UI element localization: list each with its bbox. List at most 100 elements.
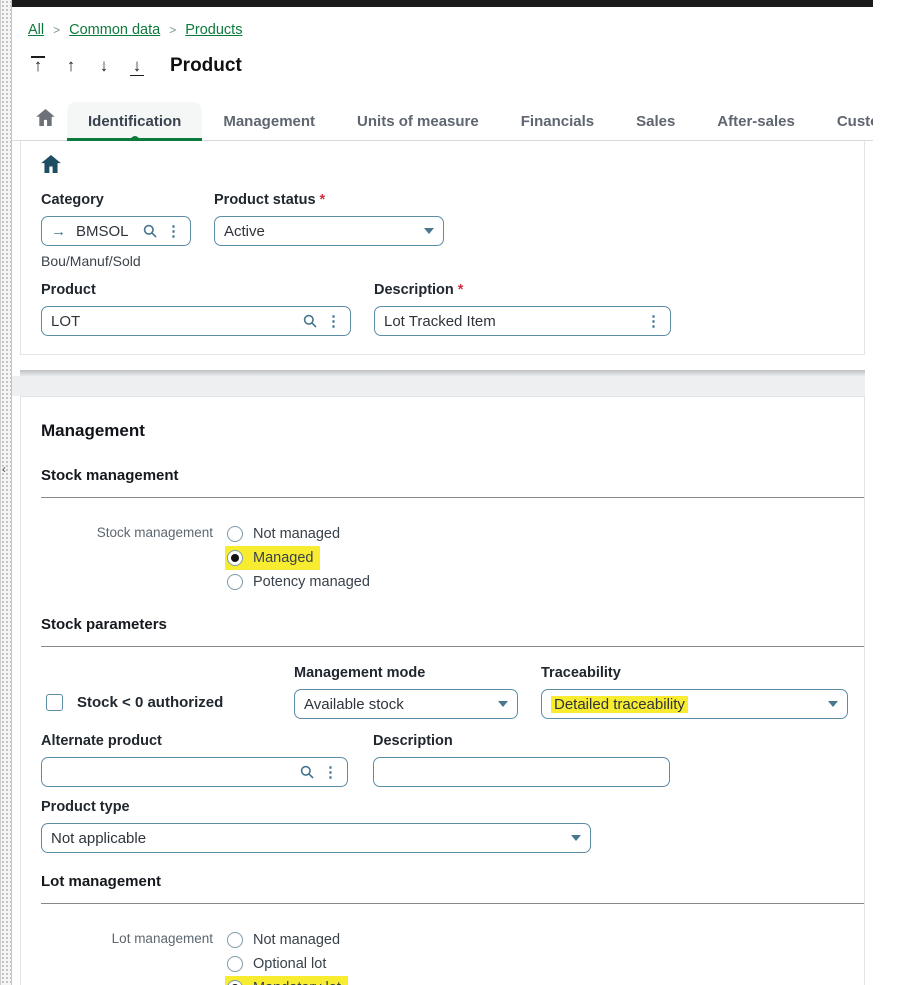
top-accent-bar <box>12 0 873 7</box>
radio-option-not-managed[interactable]: Not managed <box>225 522 347 546</box>
tab-units-of-measure[interactable]: Units of measure <box>357 113 479 130</box>
alternate-product-field-group: Alternate product ⋮ <box>41 733 348 787</box>
collapsed-panel-strip[interactable]: ‹ <box>0 0 12 985</box>
radio-icon[interactable] <box>227 932 243 948</box>
search-icon[interactable] <box>299 764 315 780</box>
description-label-text: Description <box>374 282 454 298</box>
first-record-icon[interactable]: ↑ <box>28 56 48 76</box>
radio-selected-icon[interactable] <box>227 550 243 566</box>
dropdown-caret-icon[interactable] <box>498 701 508 707</box>
tab-after-sales[interactable]: After-sales <box>717 113 795 130</box>
divider <box>41 903 864 904</box>
divider <box>41 646 864 647</box>
dropdown-caret-icon[interactable] <box>571 835 581 841</box>
kebab-menu-icon[interactable]: ⋮ <box>166 223 181 240</box>
lot-management-heading: Lot management <box>41 873 162 890</box>
previous-record-icon[interactable]: ↑ <box>66 56 76 75</box>
tab-financials[interactable]: Financials <box>520 113 595 130</box>
radio-label: Not managed <box>253 526 341 542</box>
stock-management-heading: Stock management <box>41 467 179 484</box>
category-label: Category <box>41 192 104 208</box>
traceability-label: Traceability <box>541 665 621 681</box>
product-status-value: Active <box>224 222 265 240</box>
radio-option-mandatory-lot[interactable]: Mandatory lot <box>225 976 348 985</box>
required-marker: * <box>457 282 464 298</box>
section-spacer <box>20 355 865 370</box>
description-label: Description * <box>374 282 671 298</box>
section-home-icon[interactable] <box>41 155 864 178</box>
management-section: Management Stock management Stock manage… <box>20 396 865 985</box>
search-icon[interactable] <box>302 313 318 329</box>
stock-negative-checkbox[interactable] <box>46 694 63 711</box>
record-navigation: ↑ ↑ ↓ ↓ Product <box>28 55 873 77</box>
kebab-menu-icon[interactable]: ⋮ <box>646 313 661 330</box>
section-gap <box>12 376 865 396</box>
next-record-icon[interactable]: ↓ <box>99 56 109 75</box>
radio-selected-icon[interactable] <box>227 980 243 985</box>
radio-option-potency-managed[interactable]: Potency managed <box>225 570 377 594</box>
lot-management-radio-group: Lot management Not managed Optional lot … <box>41 928 864 985</box>
parameters-description-field-group: Description <box>373 733 670 787</box>
description-input[interactable]: Lot Tracked Item ⋮ <box>374 306 671 336</box>
breadcrumb: All > Common data > Products <box>28 22 873 38</box>
kebab-menu-icon[interactable]: ⋮ <box>323 764 338 781</box>
product-status-field-group: Product status * Active <box>214 192 444 269</box>
product-type-field-group: Product type Not applicable <box>41 799 864 853</box>
traceability-select[interactable]: Detailed traceability <box>541 689 848 719</box>
search-icon[interactable] <box>142 223 158 239</box>
management-mode-value: Available stock <box>304 695 404 713</box>
management-mode-select[interactable]: Available stock <box>294 689 518 719</box>
description-value: Lot Tracked Item <box>384 312 496 330</box>
radio-option-managed[interactable]: Managed <box>225 546 321 570</box>
radio-option-lot-not-managed[interactable]: Not managed <box>225 928 347 952</box>
app-window: All > Common data > Products ↑ ↑ ↓ ↓ Pro… <box>12 0 873 985</box>
category-input[interactable]: → BMSOL ⋮ <box>41 216 191 246</box>
radio-icon[interactable] <box>227 574 243 590</box>
jump-to-arrow-icon[interactable]: → <box>51 222 66 240</box>
tab-sales[interactable]: Sales <box>636 113 676 130</box>
radio-label: Mandatory lot <box>253 980 341 985</box>
lot-management-group-label: Lot management <box>111 931 213 946</box>
category-field-group: Category → BMSOL ⋮ Bou/Manuf/Sold <box>41 192 214 269</box>
page-title: Product <box>170 55 242 76</box>
product-input[interactable]: LOT ⋮ <box>41 306 351 336</box>
radio-label: Managed <box>253 550 314 566</box>
chevron-left-icon[interactable]: ‹ <box>2 462 6 476</box>
traceability-field-group: Traceability Detailed traceability <box>541 665 853 719</box>
tab-customer[interactable]: Customer <box>836 113 873 130</box>
alternate-product-input[interactable]: ⋮ <box>41 757 348 787</box>
stock-negative-field-group: Stock < 0 authorized <box>41 665 294 719</box>
breadcrumb-link-products[interactable]: Products <box>185 22 243 38</box>
breadcrumb-link-all[interactable]: All <box>28 22 45 38</box>
identification-section: Category → BMSOL ⋮ Bou/Manuf/Sold Produc… <box>20 141 865 355</box>
category-value: BMSOL <box>76 222 129 240</box>
horizontal-scrollbar[interactable] <box>20 370 865 376</box>
parameters-description-input[interactable] <box>373 757 670 787</box>
product-value: LOT <box>51 312 81 330</box>
home-tab-icon[interactable] <box>28 109 67 140</box>
kebab-menu-icon[interactable]: ⋮ <box>326 313 341 330</box>
product-label: Product <box>41 282 96 298</box>
radio-option-optional-lot[interactable]: Optional lot <box>225 952 333 976</box>
breadcrumb-link-common-data[interactable]: Common data <box>69 22 161 38</box>
alternate-product-label: Alternate product <box>41 733 162 749</box>
radio-icon[interactable] <box>227 526 243 542</box>
radio-icon[interactable] <box>227 956 243 972</box>
product-type-select[interactable]: Not applicable <box>41 823 591 853</box>
radio-label: Potency managed <box>253 574 370 590</box>
parameters-description-label: Description <box>373 733 453 749</box>
tab-identification[interactable]: Identification <box>67 102 203 145</box>
product-status-select[interactable]: Active <box>214 216 444 246</box>
last-record-icon[interactable]: ↓ <box>127 56 147 76</box>
dropdown-caret-icon[interactable] <box>424 228 434 234</box>
breadcrumb-separator-icon: > <box>53 23 61 37</box>
description-field-group: Description * Lot Tracked Item ⋮ <box>374 282 671 336</box>
product-type-value: Not applicable <box>51 829 147 847</box>
tab-label: Identification <box>88 113 182 130</box>
divider <box>41 497 864 498</box>
product-type-label: Product type <box>41 799 130 815</box>
radio-label: Optional lot <box>253 956 327 972</box>
management-mode-label: Management mode <box>294 665 426 681</box>
tab-management[interactable]: Management <box>223 113 316 130</box>
dropdown-caret-icon[interactable] <box>828 701 838 707</box>
